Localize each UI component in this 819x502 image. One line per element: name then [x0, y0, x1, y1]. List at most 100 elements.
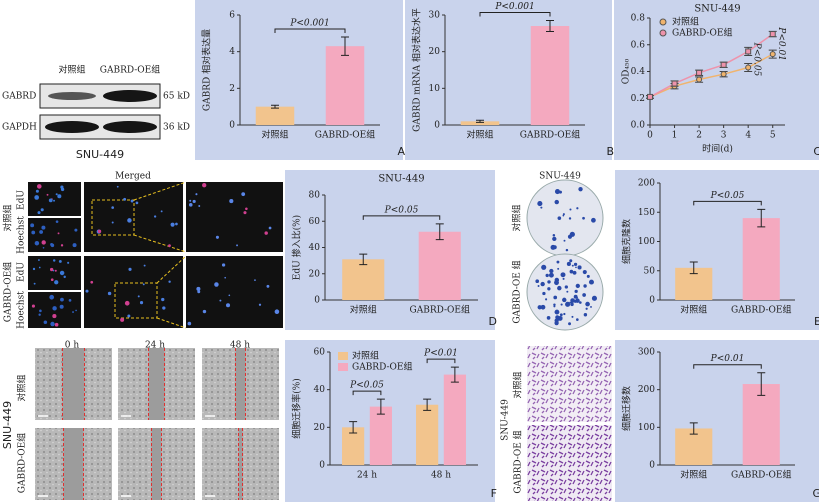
- colony: [540, 304, 546, 310]
- wound-gap: [63, 428, 84, 500]
- y-tick-label: 20: [429, 47, 441, 57]
- cell: [52, 259, 56, 262]
- colony: [537, 285, 540, 287]
- band: [45, 121, 99, 133]
- cell: [202, 183, 207, 188]
- wound-edge: [63, 428, 84, 500]
- colony: [552, 236, 557, 242]
- micrograph: [527, 425, 612, 501]
- cell: [120, 317, 125, 322]
- group-label: 对照组: [2, 204, 14, 231]
- error-bar: [476, 119, 484, 123]
- colony: [559, 313, 563, 317]
- zoom-box: [114, 282, 158, 319]
- colony: [591, 295, 597, 301]
- colony: [569, 259, 573, 263]
- micrograph: [28, 218, 81, 252]
- colony: [562, 277, 565, 280]
- panel-background: [615, 170, 819, 330]
- legend-label: 对照组: [672, 16, 699, 28]
- wound-gap: [62, 348, 85, 420]
- cell: [268, 226, 272, 230]
- cell: [31, 304, 35, 308]
- colony: [565, 248, 569, 252]
- wound-gap: [148, 348, 165, 420]
- cell: [39, 309, 42, 313]
- legend-swatch: [338, 363, 348, 371]
- cell: [243, 211, 247, 215]
- wound-edge: [151, 428, 162, 500]
- cell: [50, 321, 55, 327]
- colony: [560, 316, 563, 318]
- stain-label: EdU: [17, 262, 27, 282]
- legend-marker: [659, 29, 667, 37]
- colony: [545, 273, 549, 278]
- y-axis-label: 细胞克隆数: [621, 219, 633, 264]
- cell: [175, 222, 178, 226]
- colony: [540, 281, 545, 287]
- cell: [38, 266, 41, 269]
- y-tick-label: 100: [638, 237, 655, 247]
- time-label: 0 h: [65, 341, 80, 351]
- cell: [52, 314, 57, 319]
- colony: [573, 299, 577, 303]
- panel-letter: A: [397, 145, 405, 158]
- micrograph: [84, 182, 183, 252]
- y-axis-label: GABRD 相对表达量: [201, 29, 213, 111]
- bar: [369, 406, 392, 465]
- cell: [192, 199, 196, 204]
- error-bar: [757, 372, 766, 396]
- colony: [573, 294, 578, 299]
- wound-gap: [235, 348, 246, 420]
- cell: [258, 303, 262, 306]
- cell: [54, 322, 59, 327]
- cell: [57, 194, 62, 199]
- y-tick-label: 0.8: [631, 14, 646, 24]
- group-label: 对照组: [511, 204, 523, 231]
- legend-marker: [659, 18, 667, 26]
- panel-letter: G: [812, 487, 819, 500]
- sig-bracket: [362, 215, 441, 220]
- panel-letter: C: [813, 145, 819, 158]
- bar: [342, 259, 385, 300]
- legend-label: 对照组: [352, 350, 379, 362]
- stain-label: EdU: [17, 190, 27, 210]
- bar: [418, 231, 461, 300]
- x-tick-label: 0: [647, 131, 653, 141]
- group-label: GABRD-OE 组: [511, 260, 523, 323]
- chart-panel: 0 50 100 150 200 细胞克隆数 E 对照组 GABRD-OE组 P<0.05: [615, 170, 819, 330]
- colony: [553, 305, 556, 308]
- panel-background: [195, 0, 403, 160]
- cell: [130, 199, 134, 203]
- cell: [97, 229, 102, 234]
- colony: [553, 303, 556, 306]
- group-label: GABRD-OE 组: [512, 430, 524, 493]
- y-tick-label: 30: [429, 11, 441, 21]
- y-tick-label: 0: [649, 461, 655, 471]
- x-tick-label: 对照组: [680, 304, 707, 316]
- y-tick-label: 0.0: [631, 121, 646, 131]
- colony: [549, 268, 554, 274]
- colony: [554, 320, 559, 326]
- group-label: GABRD-OE组: [2, 262, 14, 322]
- cell: [229, 199, 234, 204]
- stain-label: Hoechst: [17, 216, 27, 254]
- cell: [46, 193, 49, 196]
- cell: [36, 184, 42, 189]
- y-tick-label: 80: [309, 191, 321, 201]
- size-label: 65 kD: [163, 92, 190, 102]
- bar: [255, 106, 295, 125]
- colony: [563, 239, 566, 242]
- panel-letter: F: [491, 487, 497, 500]
- colony: [567, 234, 573, 239]
- y-tick-label: 20: [314, 423, 326, 433]
- y-tick-label: 0: [314, 296, 320, 306]
- colony: [547, 287, 551, 291]
- error-bar: [435, 223, 444, 241]
- error-bar: [271, 104, 279, 109]
- x-tick-label: 24 h: [357, 471, 377, 481]
- colony: [571, 264, 574, 267]
- panel-background: [614, 0, 819, 160]
- bar: [530, 26, 570, 125]
